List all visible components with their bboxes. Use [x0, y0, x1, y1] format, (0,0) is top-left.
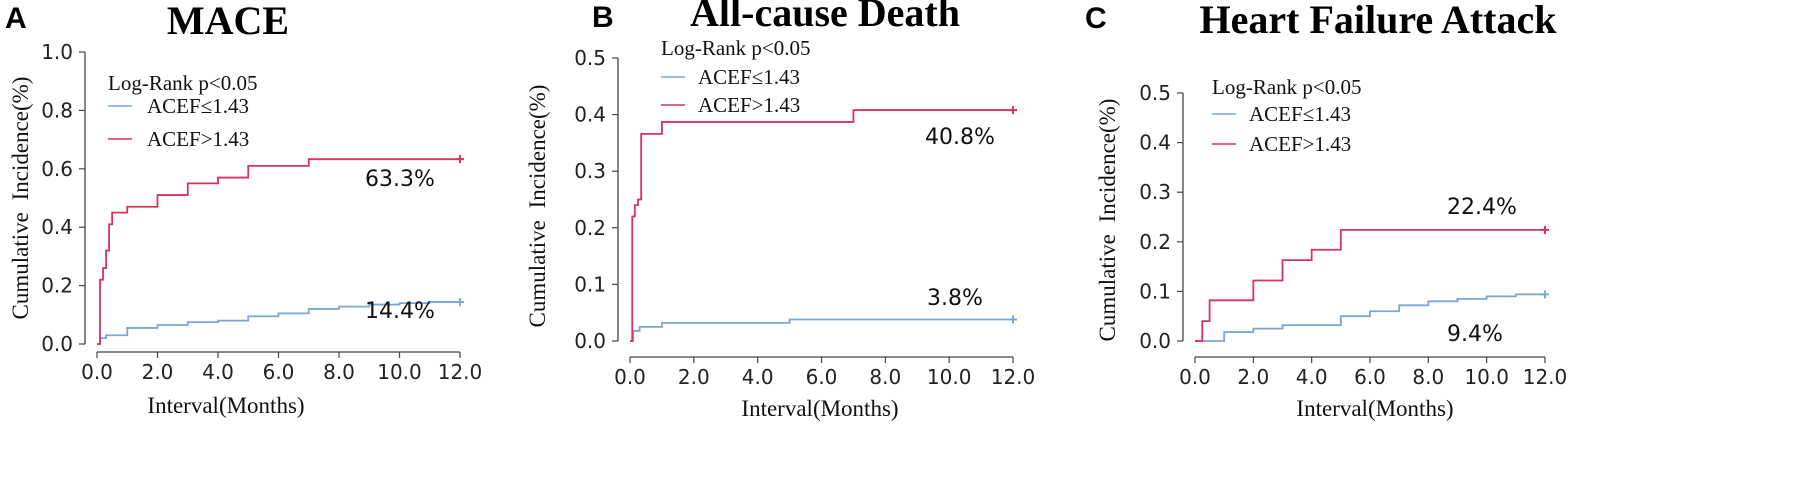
x-tick-label: 10.0	[927, 365, 972, 389]
series-line-high	[630, 109, 1013, 342]
x-tick-label: 12.0	[438, 360, 483, 384]
censor-mark	[456, 297, 464, 306]
censor-mark	[456, 155, 464, 164]
y-tick-label: 1.0	[41, 40, 73, 64]
y-tick-label: 0.0	[1139, 329, 1171, 353]
x-tick-label: 4.0	[742, 365, 774, 389]
y-tick-label: 0.2	[41, 274, 73, 298]
panel-a: A MACE 0.0 0.2 0.4 0.6 0.8 1.0 0.0 2.0 4.0 6.0 8.0 10…	[5, 0, 482, 418]
y-tick-label: 0.3	[574, 159, 606, 183]
x-tick-label: 12.0	[1523, 365, 1568, 389]
y-axis-label: Cumulative Incidence(%)	[8, 77, 33, 320]
x-tick-label: 4.0	[1296, 365, 1328, 389]
y-tick-label: 0.0	[41, 332, 73, 356]
legend-title: Log-Rank p<0.05	[1212, 75, 1362, 99]
x-tick-label: 6.0	[1354, 365, 1386, 389]
panel-letter: B	[592, 1, 614, 34]
series-line-low	[1195, 293, 1545, 342]
legend-title: Log-Rank p<0.05	[108, 71, 258, 95]
y-tick-label: 0.0	[574, 329, 606, 353]
end-value-annotation: 14.4%	[365, 299, 435, 324]
panel-letter: A	[5, 2, 27, 35]
series-line-high	[1195, 228, 1545, 342]
x-tick-label: 6.0	[263, 360, 295, 384]
x-tick-label: 2.0	[1237, 365, 1269, 389]
panel-c: C Heart Failure Attack 0.0 0.1 0.2 0.3 0.4 0.5 0…	[1085, 0, 1567, 421]
legend-entry: ACEF≤1.43	[1249, 102, 1351, 126]
y-tick-label: 0.2	[574, 216, 606, 240]
x-tick-label: 10.0	[1464, 365, 1509, 389]
x-tick-label: 8.0	[323, 360, 355, 384]
series-line-low	[630, 318, 1013, 342]
y-tick-label: 0.4	[574, 103, 606, 127]
x-axis-label: Interval(Months)	[147, 393, 304, 418]
legend-title: Log-Rank p<0.05	[661, 36, 811, 60]
panel-b: B All-cause Death 0.0 0.1 0.2 0.3 0.4 0.5 0.0 2.0…	[525, 0, 1035, 421]
y-tick-label: 0.2	[1139, 230, 1171, 254]
end-value-annotation: 40.8%	[925, 125, 995, 150]
chart-title: All-cause Death	[690, 0, 960, 35]
legend-entry: ACEF≤1.43	[147, 94, 249, 118]
panel-letter: C	[1085, 2, 1107, 35]
x-tick-label: 8.0	[869, 365, 901, 389]
legend: Log-Rank p<0.05 ACEF≤1.43 ACEF>1.43	[661, 36, 811, 117]
legend: Log-Rank p<0.05 ACEF≤1.43 ACEF>1.43	[1212, 75, 1362, 156]
y-tick-label: 0.6	[41, 157, 73, 181]
series-line-high	[97, 158, 460, 345]
y-axis-label: Cumulative Incidence(%)	[525, 85, 550, 328]
x-tick-label: 4.0	[202, 360, 234, 384]
y-tick-label: 0.1	[574, 272, 606, 296]
x-tick-label: 2.0	[678, 365, 710, 389]
x-axis-label: Interval(Months)	[1296, 396, 1453, 421]
series-line-low	[97, 301, 460, 345]
x-tick-label: 0.0	[614, 365, 646, 389]
x-tick-label: 2.0	[142, 360, 174, 384]
censor-mark	[1009, 315, 1017, 324]
y-tick-label: 0.5	[1139, 81, 1171, 105]
legend-entry: ACEF≤1.43	[698, 65, 800, 89]
chart-title: Heart Failure Attack	[1200, 0, 1558, 42]
end-value-annotation: 63.3%	[365, 167, 435, 192]
censor-mark	[1541, 290, 1549, 299]
x-tick-label: 6.0	[806, 365, 838, 389]
end-value-annotation: 9.4%	[1447, 322, 1503, 347]
censor-mark	[1541, 225, 1549, 234]
legend-entry: ACEF>1.43	[147, 127, 249, 151]
y-tick-label: 0.8	[41, 98, 73, 122]
x-tick-label: 0.0	[1179, 365, 1211, 389]
y-tick-label: 0.4	[41, 215, 73, 239]
y-tick-label: 0.1	[1139, 279, 1171, 303]
x-tick-label: 10.0	[377, 360, 422, 384]
censor-mark	[1009, 106, 1017, 115]
end-value-annotation: 3.8%	[927, 286, 983, 311]
y-tick-label: 0.5	[574, 46, 606, 70]
y-tick-label: 0.4	[1139, 131, 1171, 155]
x-tick-label: 0.0	[81, 360, 113, 384]
x-tick-label: 8.0	[1412, 365, 1444, 389]
end-value-annotation: 22.4%	[1447, 195, 1517, 220]
y-axis-label: Cumulative Incidence(%)	[1095, 99, 1120, 342]
legend-entry: ACEF>1.43	[698, 93, 800, 117]
y-tick-label: 0.3	[1139, 180, 1171, 204]
x-tick-label: 12.0	[991, 365, 1036, 389]
legend-entry: ACEF>1.43	[1249, 132, 1351, 156]
chart-title: MACE	[167, 0, 289, 43]
x-axis-label: Interval(Months)	[741, 396, 898, 421]
